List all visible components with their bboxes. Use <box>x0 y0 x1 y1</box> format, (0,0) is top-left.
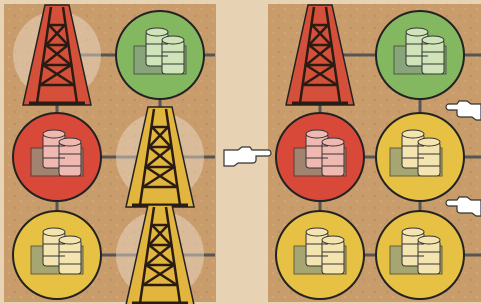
page: (() => { const data = JSON.parse(documen… <box>0 0 481 304</box>
game-board <box>0 0 481 304</box>
